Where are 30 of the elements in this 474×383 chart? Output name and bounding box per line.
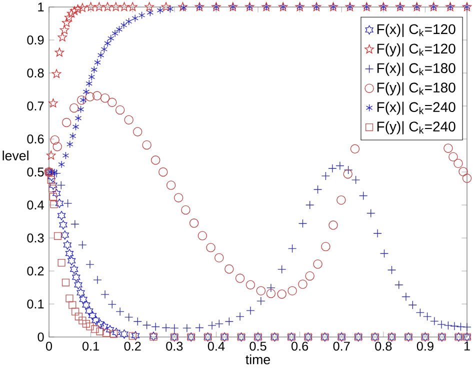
x-tick-label: 0.5 <box>250 342 266 351</box>
y-tick-label: 0.8 <box>27 68 44 78</box>
y-tick-label: 0.6 <box>27 134 44 144</box>
x-tick-label: 0.9 <box>416 342 434 351</box>
x-tick-label: 1 <box>464 342 470 350</box>
y-tick-label: 0.5 <box>27 168 44 176</box>
y-axis-title: level <box>2 150 28 160</box>
y-tick-label: 0.9 <box>27 36 44 44</box>
legend-label: F(x)| C$_{k}$=120 <box>377 24 456 37</box>
y-tick-label: 0 <box>38 332 44 342</box>
x-axis-title: time <box>246 354 270 364</box>
legend-label: F(x)| C$_{k}$=180 <box>377 62 456 76</box>
legend-label: F(y)| C$_{k}$=240 <box>377 121 456 134</box>
x-tick-label: 0.6 <box>292 342 308 351</box>
y-tick-label: 0.3 <box>27 234 44 242</box>
x-tick-label: 0.1 <box>82 342 99 351</box>
x-tick-label: 0 <box>46 342 52 351</box>
x-tick-label: 0.8 <box>375 342 392 351</box>
y-tick-label: 0.7 <box>27 102 44 110</box>
x-tick-label: 0.7 <box>333 342 350 351</box>
legend-label: F(x)| C$_{k}$=240 <box>377 102 456 115</box>
y-tick-label: 0.1 <box>27 300 44 308</box>
y-tick-label: 0.2 <box>27 266 44 276</box>
legend-label: F(y)| C$_{k}$=180 <box>377 82 456 96</box>
x-tick-label: 0.4 <box>208 342 225 351</box>
x-tick-label: 0.3 <box>166 342 183 351</box>
legend-label: F(y)| C$_{k}$=120 <box>377 43 456 56</box>
x-tick-label: 0.2 <box>124 342 141 351</box>
y-tick-label: 1 <box>38 2 44 12</box>
y-tick-label: 0.4 <box>27 200 44 210</box>
